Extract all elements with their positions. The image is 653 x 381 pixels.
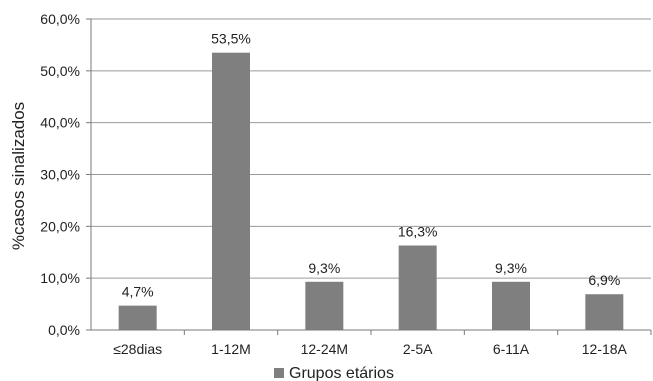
x-tick-label: 2-5A	[403, 341, 433, 357]
bar	[398, 245, 437, 330]
y-tick-label: 20,0%	[40, 218, 80, 234]
y-tick-label: 10,0%	[40, 270, 80, 286]
y-tick-label: 30,0%	[40, 167, 80, 183]
data-label: 9,3%	[495, 260, 527, 276]
bar	[585, 294, 624, 330]
data-label: 16,3%	[398, 224, 438, 240]
data-label: 6,9%	[588, 272, 620, 288]
y-tick-label: 0,0%	[48, 322, 80, 338]
legend-label: Grupos etários	[289, 365, 394, 381]
bar	[212, 52, 250, 331]
bars	[118, 52, 624, 331]
x-axis-ticks: ≤28dias 1-12M 12-24M 2-5A 6-11A 12-18A	[113, 330, 652, 357]
data-label: 9,3%	[308, 260, 340, 276]
y-tick-label: 60,0%	[40, 11, 80, 27]
y-tick-label: 50,0%	[40, 63, 80, 79]
x-tick-label: 12-18A	[582, 341, 628, 357]
y-axis-ticks: 0,0% 10,0% 20,0% 30,0% 40,0% 50,0% 60,0%	[40, 11, 91, 338]
x-tick-label: 1-12M	[211, 341, 251, 357]
x-tick-label: 12-24M	[301, 341, 348, 357]
y-axis-title: %casos sinalizados	[9, 102, 28, 250]
x-tick-label: 6-11A	[493, 341, 530, 357]
x-tick-label: ≤28dias	[113, 341, 162, 357]
data-label: 53,5%	[211, 31, 251, 47]
data-labels: 4,7% 53,5% 9,3% 16,3% 9,3% 6,9%	[122, 31, 621, 300]
data-label: 4,7%	[122, 284, 154, 300]
bar	[118, 305, 157, 330]
legend-swatch	[274, 368, 284, 378]
bar	[305, 281, 344, 330]
gridlines	[91, 18, 651, 279]
y-tick-label: 40,0%	[40, 115, 80, 131]
legend: Grupos etários	[274, 365, 394, 381]
bar	[492, 281, 530, 330]
